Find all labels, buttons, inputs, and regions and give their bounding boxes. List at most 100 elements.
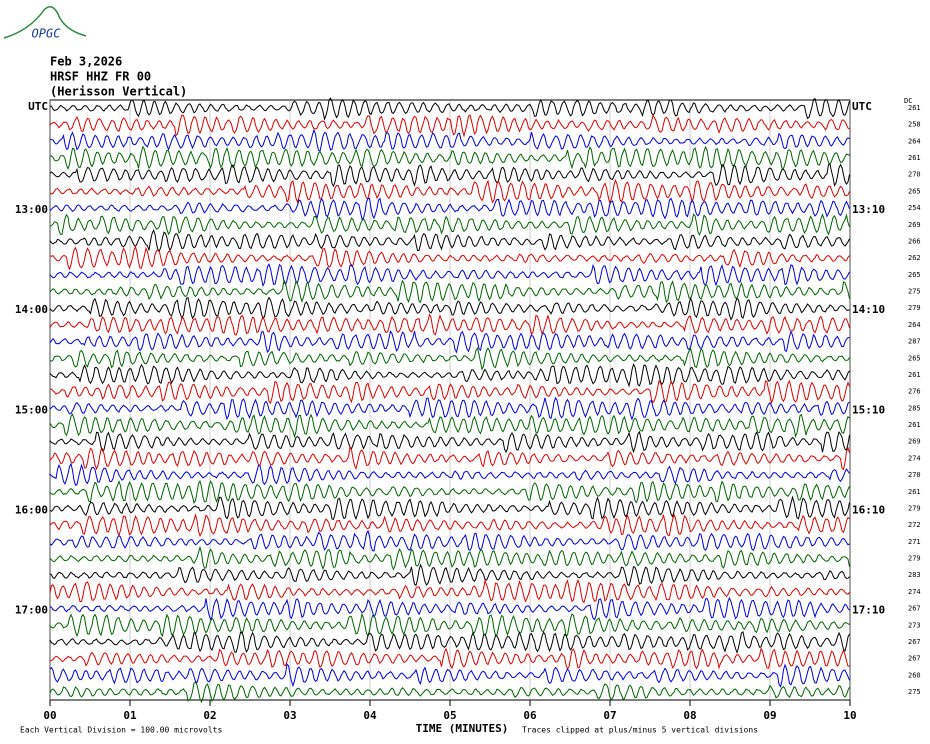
dc-offset: 273 (908, 621, 921, 629)
trace (49, 278, 850, 304)
right-time-label: 14:10 (852, 303, 885, 316)
trace (49, 163, 850, 188)
dc-offset: 262 (908, 254, 921, 262)
right-time-label: 17:10 (852, 604, 885, 617)
dc-offset: 269 (908, 221, 921, 229)
dc-offset: 276 (908, 388, 921, 396)
right-time-label: UTC (852, 100, 872, 113)
trace (49, 263, 850, 288)
trace (49, 563, 850, 587)
trace (49, 662, 850, 688)
x-tick-label: 09 (763, 709, 776, 722)
left-time-label: 13:00 (15, 203, 48, 216)
trace (49, 479, 850, 505)
dc-offset: 270 (908, 471, 921, 479)
dc-offset: 261 (908, 488, 921, 496)
right-time-label: 15:10 (852, 403, 885, 416)
x-tick-label: 07 (603, 709, 616, 722)
dc-offset: 265 (908, 354, 921, 362)
trace (49, 379, 850, 405)
trace (49, 97, 850, 121)
left-time-label: 17:00 (15, 604, 48, 617)
trace (49, 330, 850, 354)
x-tick-label: 10 (843, 709, 856, 722)
trace (49, 296, 850, 321)
trace (49, 647, 850, 670)
logo-arc (3, 6, 87, 39)
trace (49, 114, 850, 138)
dc-offset: 261 (908, 154, 921, 162)
x-tick-label: 04 (363, 709, 377, 722)
trace (49, 462, 850, 486)
x-tick-label: 00 (43, 709, 56, 722)
left-time-label: 14:00 (15, 303, 48, 316)
dc-offset: 254 (908, 204, 921, 212)
trace (49, 413, 850, 439)
dc-offset: 275 (908, 288, 921, 296)
logo-text: OPGC (32, 27, 62, 41)
location: (Herisson Vertical) (50, 85, 187, 99)
trace (49, 430, 850, 454)
dc-offset: 275 (908, 688, 921, 696)
x-tick-label: 03 (283, 709, 296, 722)
dc-offset: 267 (908, 605, 921, 613)
x-tick-label: 05 (443, 709, 456, 722)
dc-offset: 271 (908, 538, 921, 546)
trace (49, 128, 850, 153)
dc-offset: 265 (908, 271, 921, 279)
dc-offset: 260 (908, 671, 921, 679)
dc-offset: 274 (908, 588, 921, 596)
trace (49, 245, 850, 271)
dc-offset: 264 (908, 321, 921, 329)
dc-offset: 264 (908, 137, 921, 145)
dc-offset: 267 (908, 638, 921, 646)
trace (49, 529, 850, 552)
station: HRSF HHZ FR 00 (50, 70, 151, 84)
trace (49, 363, 850, 388)
dc-offset: 274 (908, 454, 921, 462)
dc-offset: 258 (908, 121, 921, 129)
dc-offset: 272 (908, 521, 921, 529)
dc-offset: 279 (908, 504, 921, 512)
trace (49, 681, 850, 704)
dc-offset: 285 (908, 404, 921, 412)
dc-offset: 283 (908, 571, 921, 579)
dc-offset: 270 (908, 171, 921, 179)
dc-offset: 287 (908, 338, 921, 346)
trace (49, 313, 850, 336)
left-time-label: 16:00 (15, 503, 48, 516)
x-axis-title: TIME (MINUTES) (416, 722, 509, 735)
dc-offset: 261 (908, 104, 921, 112)
dc-offset: 265 (908, 187, 921, 195)
dc-offset: 279 (908, 304, 921, 312)
trace (49, 513, 850, 538)
dc-offset: 267 (908, 655, 921, 663)
dc-offset: 261 (908, 421, 921, 429)
trace (49, 495, 850, 521)
trace (49, 213, 850, 236)
x-tick-label: 02 (203, 709, 216, 722)
trace (49, 228, 850, 252)
x-tick-label: 06 (523, 709, 537, 722)
date: Feb 3,2026 (50, 55, 122, 69)
right-time-label: 16:10 (852, 503, 885, 516)
trace (49, 578, 850, 604)
trace (49, 631, 850, 655)
footer-right: Traces clipped at plus/minus 5 vertical … (522, 726, 758, 735)
left-time-label: UTC (28, 100, 48, 113)
trace (49, 445, 850, 471)
dc-offset: 266 (908, 237, 921, 245)
x-tick-label: 08 (683, 709, 696, 722)
dc-title: DC (904, 97, 912, 105)
trace (49, 145, 850, 171)
dc-offset: 261 (908, 371, 921, 379)
dc-offset: 279 (908, 555, 921, 563)
trace (49, 596, 850, 621)
trace (49, 545, 850, 571)
footer-left: Each Vertical Division = 100.00 microvol… (20, 726, 222, 735)
trace (49, 346, 850, 371)
trace (49, 612, 850, 638)
trace (49, 396, 850, 421)
left-time-label: 15:00 (15, 403, 48, 416)
x-tick-label: 01 (123, 709, 137, 722)
